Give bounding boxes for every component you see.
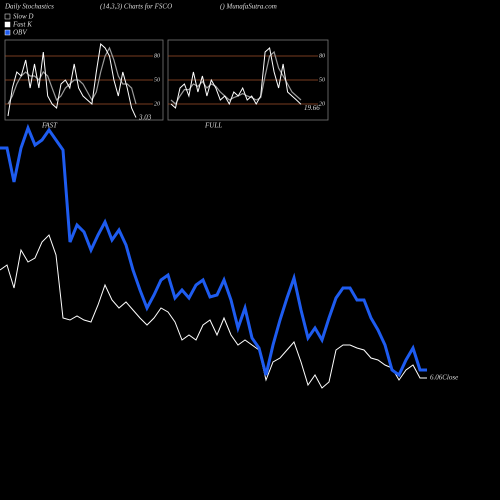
legend-swatch	[4, 21, 11, 28]
y-tick-label: 50	[319, 77, 325, 83]
last-value-label: 19.66	[304, 104, 320, 112]
panel-label: FAST	[41, 122, 58, 130]
y-tick-label: 80	[319, 53, 325, 59]
y-tick-label: 20	[154, 101, 160, 107]
panel-label: FULL	[204, 122, 222, 130]
last-value-label: 3.03	[138, 114, 152, 122]
slow-d-line	[7, 46, 137, 105]
legend-swatch	[4, 13, 11, 20]
legend-swatch	[4, 29, 11, 36]
obv-line	[0, 123, 427, 378]
legend-label: OBV	[13, 29, 27, 37]
chart-subtitle: (14,3,3) Charts for FSCO	[100, 3, 172, 11]
chart-title: Daily Stochastics	[4, 3, 54, 11]
y-tick-label: 80	[154, 53, 160, 59]
slow-d-line	[170, 50, 302, 105]
y-tick-label: 20	[319, 101, 325, 107]
close-line	[0, 234, 427, 389]
source: () MunafaSutra.com	[220, 3, 277, 11]
y-tick-label: 50	[154, 77, 160, 83]
legend-label: Fast K	[12, 21, 32, 29]
close-annotation: 6.06Close	[430, 374, 458, 382]
fast-k-line	[170, 47, 302, 109]
fast-k-line	[7, 43, 137, 118]
legend-label: Slow D	[13, 13, 33, 21]
